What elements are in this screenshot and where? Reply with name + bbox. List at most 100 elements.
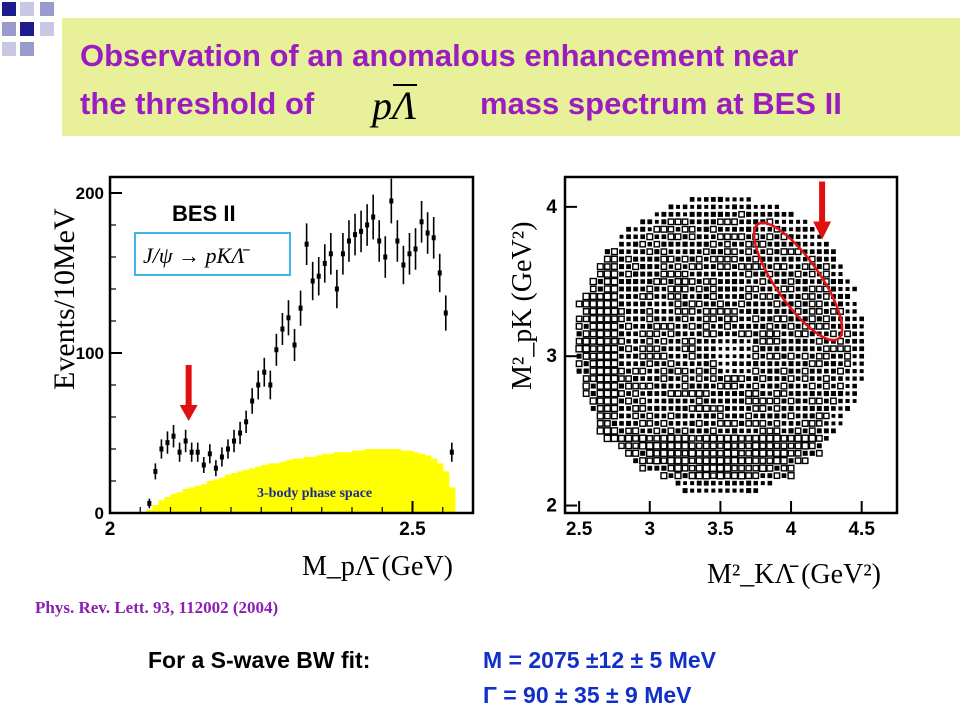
dalitz-cell — [859, 316, 864, 322]
dalitz-cell — [725, 361, 730, 366]
dalitz-cell — [753, 376, 759, 382]
dalitz-cell — [603, 300, 612, 308]
phase-space-bin — [182, 489, 190, 513]
dalitz-cell — [582, 352, 590, 360]
dalitz-cell — [802, 286, 808, 292]
dalitz-cell — [667, 270, 675, 278]
dalitz-cell — [710, 197, 716, 202]
dalitz-cell — [760, 204, 765, 209]
phase-space-bin — [267, 463, 274, 513]
dalitz-cell — [766, 248, 774, 255]
dalitz-cell — [639, 367, 647, 375]
dalitz-cell — [830, 390, 836, 397]
dalitz-cell — [575, 322, 583, 330]
dalitz-cell — [603, 419, 611, 427]
dalitz-cell — [767, 421, 773, 426]
dalitz-cell — [724, 480, 730, 486]
right-xlabel: M²_KΛ̄ (GeV²) — [707, 559, 881, 590]
dalitz-cell — [639, 352, 647, 360]
dalitz-cell — [582, 315, 590, 323]
dalitz-cell — [640, 234, 646, 240]
dalitz-cell — [717, 249, 724, 255]
dalitz-cell — [830, 278, 836, 285]
dalitz-cell — [788, 458, 794, 464]
dalitz-cell — [859, 324, 864, 329]
dalitz-cell — [661, 219, 667, 225]
dalitz-cell — [732, 241, 737, 247]
dalitz-cell — [795, 376, 801, 381]
dalitz-cell — [709, 427, 717, 435]
dalitz-cell — [661, 361, 667, 367]
dalitz-cell — [816, 279, 822, 284]
dalitz-cell — [710, 413, 716, 419]
dalitz-cell — [646, 337, 654, 345]
dalitz-cell — [752, 434, 760, 442]
dalitz-cell — [781, 398, 787, 404]
dalitz-cell — [626, 391, 631, 396]
dalitz-cell — [646, 412, 654, 420]
dalitz-cell — [788, 264, 794, 269]
phase-space-bin — [339, 452, 347, 513]
dalitz-cell — [681, 390, 689, 397]
phase-space-bin — [400, 450, 408, 513]
data-point — [256, 382, 261, 388]
dalitz-cell — [647, 406, 653, 411]
dalitz-cell — [801, 263, 809, 270]
dalitz-cell — [674, 390, 682, 397]
dalitz-cell — [718, 346, 723, 351]
dalitz-cell — [695, 404, 703, 413]
dalitz-cell — [654, 301, 660, 307]
dalitz-cell — [732, 271, 738, 277]
dalitz-cell — [838, 272, 843, 277]
dalitz-cell — [683, 481, 687, 486]
dalitz-cell — [852, 354, 857, 359]
phase-space-bin — [285, 460, 293, 513]
dalitz-cell — [852, 391, 857, 396]
dalitz-cell — [837, 345, 844, 353]
dalitz-cell — [815, 322, 823, 330]
dalitz-cell — [788, 421, 794, 426]
dalitz-cell — [760, 323, 766, 329]
dalitz-cell — [845, 391, 850, 396]
phase-space-bin — [345, 452, 353, 513]
dalitz-cell — [688, 337, 696, 345]
dalitz-cell — [752, 397, 760, 405]
dalitz-cell — [589, 292, 597, 301]
right-ylabel: M²_pK (GeV²) — [507, 222, 538, 390]
dalitz-cell — [753, 480, 758, 486]
dalitz-cell — [745, 389, 753, 398]
dalitz-cell — [632, 382, 640, 390]
dalitz-cell — [788, 294, 794, 299]
right-ytick-label: 2 — [546, 496, 557, 517]
dalitz-cell — [696, 316, 702, 322]
dalitz-cell — [739, 488, 744, 493]
dalitz-cell — [859, 376, 864, 381]
dalitz-cell — [816, 443, 822, 449]
dalitz-cell — [774, 465, 780, 471]
dalitz-cell — [603, 285, 612, 293]
dalitz-cell — [767, 256, 773, 262]
dalitz-cell — [816, 383, 822, 389]
dalitz-cell — [787, 434, 795, 442]
dalitz-cell — [774, 279, 780, 284]
data-point — [437, 270, 442, 276]
dalitz-cell — [752, 285, 760, 293]
dalitz-cell — [696, 234, 702, 240]
dalitz-cell — [689, 331, 695, 337]
dalitz-cell — [667, 456, 675, 465]
data-point — [250, 398, 255, 404]
left-ytick-label: 200 — [76, 184, 104, 203]
dalitz-cell — [596, 270, 604, 278]
phase-space-bin — [388, 449, 395, 513]
dalitz-cell — [619, 421, 624, 426]
dalitz-cell — [589, 359, 597, 368]
dalitz-cell — [619, 249, 624, 255]
dalitz-cell — [739, 361, 744, 366]
dalitz-cell — [716, 434, 725, 443]
dalitz-cell — [681, 375, 689, 383]
dalitz-cell — [681, 225, 689, 233]
dalitz-plot: 2 3 4 2.5 3 3.5 4 4.5 M²_pK (GeV²) M²_KΛ̄ (GeV²… — [495, 165, 915, 595]
dalitz-cell — [604, 263, 611, 270]
dalitz-cell — [645, 442, 654, 450]
dalitz-cell — [767, 406, 773, 411]
